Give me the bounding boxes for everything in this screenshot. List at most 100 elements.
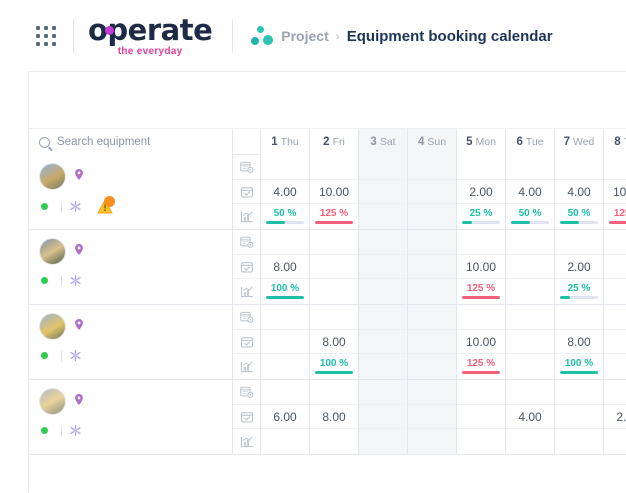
utilization-cell[interactable]: 125 % [310,204,358,229]
booked-hours-cell[interactable]: 6.00 [261,405,309,430]
utilization-cell[interactable]: 125 % [457,354,505,379]
schedule-cell[interactable] [506,305,554,330]
schedule-cell[interactable] [408,230,456,255]
booked-hours-cell[interactable]: 4.00 [506,180,554,205]
calendar-gear-icon[interactable] [233,230,260,255]
utilization-cell[interactable]: 100 % [310,354,358,379]
calendar-gear-icon[interactable] [233,155,260,180]
booked-hours-cell[interactable]: 8.00 [555,330,603,355]
bar-chart-icon[interactable] [233,279,260,304]
booked-hours-cell[interactable] [555,405,603,430]
utilization-cell[interactable] [604,354,626,379]
schedule-cell[interactable] [604,155,626,180]
equipment-day-cell[interactable]: 10.00 125 % [310,155,359,229]
booked-hours-cell[interactable]: 8.00 [310,405,358,430]
calendar-check-icon[interactable] [233,330,260,355]
utilization-cell[interactable] [310,279,358,304]
schedule-cell[interactable] [506,155,554,180]
calendar-check-icon[interactable] [233,180,260,205]
equipment-day-cell[interactable] [408,155,457,229]
apps-grid-icon[interactable] [36,25,57,47]
booked-hours-cell[interactable] [359,405,407,430]
schedule-cell[interactable] [506,230,554,255]
utilization-cell[interactable]: 100 % [555,354,603,379]
utilization-cell[interactable] [506,279,554,304]
utilization-cell[interactable] [408,429,456,454]
booked-hours-cell[interactable] [604,255,626,280]
day-header-1[interactable]: 1 Thu [261,129,310,155]
schedule-cell[interactable] [457,155,505,180]
day-header-8[interactable]: 8Thu [604,129,626,155]
booked-hours-cell[interactable]: 4.00 [506,405,554,430]
equipment-day-cell[interactable] [359,230,408,304]
utilization-cell[interactable] [408,204,456,229]
booked-hours-cell[interactable]: 2.00 [457,180,505,205]
schedule-cell[interactable] [555,155,603,180]
schedule-cell[interactable] [555,380,603,405]
equipment-day-cell[interactable]: 4.00 [506,380,555,454]
equipment-day-cell[interactable]: 10.00 125 % [457,230,506,304]
day-header-4[interactable]: 4 Sun [408,129,457,155]
booked-hours-cell[interactable] [506,255,554,280]
schedule-cell[interactable] [408,155,456,180]
equipment-info-cell[interactable]: | [29,230,233,304]
booked-hours-cell[interactable]: 2.00 [555,255,603,280]
utilization-cell[interactable]: 50 % [261,204,309,229]
schedule-cell[interactable] [310,155,358,180]
equipment-info-cell[interactable]: | [29,155,233,229]
equipment-day-cell[interactable] [506,230,555,304]
schedule-cell[interactable] [359,305,407,330]
utilization-cell[interactable]: 125 % [604,204,626,229]
booked-hours-cell[interactable] [408,330,456,355]
schedule-cell[interactable] [261,305,309,330]
utilization-cell[interactable] [359,354,407,379]
schedule-cell[interactable] [310,305,358,330]
utilization-cell[interactable] [457,429,505,454]
booked-hours-cell[interactable] [310,255,358,280]
booked-hours-cell[interactable] [506,330,554,355]
booked-hours-cell[interactable]: 2.00 [604,405,626,430]
operate-logo[interactable]: operate the everyday [88,15,213,57]
utilization-cell[interactable]: 50 % [555,204,603,229]
equipment-day-cell[interactable] [604,230,626,304]
utilization-cell[interactable] [506,429,554,454]
schedule-cell[interactable] [457,305,505,330]
schedule-cell[interactable] [506,380,554,405]
equipment-day-cell[interactable]: 10.00 125 % [457,305,506,379]
utilization-cell[interactable] [310,429,358,454]
equipment-day-cell[interactable]: 8.00 100 % [261,230,310,304]
schedule-cell[interactable] [555,230,603,255]
schedule-cell[interactable] [555,305,603,330]
schedule-cell[interactable] [261,230,309,255]
equipment-day-cell[interactable] [359,380,408,454]
day-header-2[interactable]: 2 Fri [310,129,359,155]
day-header-3[interactable]: 3 Sat [359,129,408,155]
equipment-day-cell[interactable] [555,380,604,454]
day-header-5[interactable]: 5 Mon [457,129,506,155]
schedule-cell[interactable] [359,230,407,255]
bar-chart-icon[interactable] [233,204,260,229]
booked-hours-cell[interactable]: 10.00 [310,180,358,205]
utilization-cell[interactable]: 25 % [555,279,603,304]
bar-chart-icon[interactable] [233,429,260,454]
day-header-7[interactable]: 7 Wed [555,129,604,155]
schedule-cell[interactable] [359,380,407,405]
booked-hours-cell[interactable]: 8.00 [261,255,309,280]
booked-hours-cell[interactable] [457,405,505,430]
schedule-cell[interactable] [457,230,505,255]
equipment-day-cell[interactable] [506,305,555,379]
schedule-cell[interactable] [408,380,456,405]
equipment-day-cell[interactable] [310,230,359,304]
calendar-gear-icon[interactable] [233,380,260,405]
equipment-info-cell[interactable]: | [29,380,233,454]
booked-hours-cell[interactable]: 4.00 [555,180,603,205]
equipment-info-cell[interactable]: | [29,305,233,379]
schedule-cell[interactable] [310,380,358,405]
utilization-cell[interactable] [261,429,309,454]
bar-chart-icon[interactable] [233,354,260,379]
utilization-cell[interactable]: 100 % [261,279,309,304]
utilization-cell[interactable] [359,429,407,454]
equipment-day-cell[interactable] [261,305,310,379]
utilization-cell[interactable] [506,354,554,379]
calendar-check-icon[interactable] [233,405,260,430]
